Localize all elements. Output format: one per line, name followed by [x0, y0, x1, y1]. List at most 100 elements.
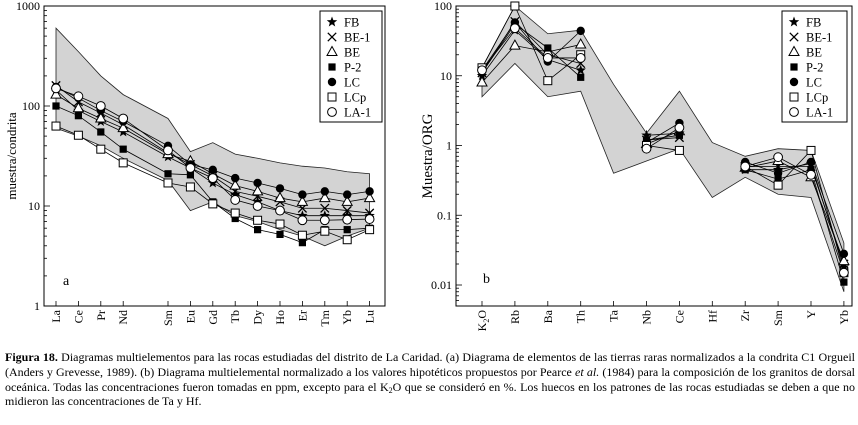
- data-point-la-1-la: [51, 83, 61, 94]
- series-line: [481, 20, 581, 74]
- data-point-lc-yb: [343, 190, 352, 199]
- x-tick-label-k2o: K2O: [475, 310, 491, 332]
- panel-label: b: [483, 272, 490, 287]
- plot-frame: [43, 5, 386, 307]
- data-point-lcp-tb: [230, 208, 240, 218]
- legend-label-lcp: LCp: [806, 91, 828, 105]
- x-tick-label-th: Th: [574, 310, 588, 323]
- data-point-fb-yb: [838, 261, 850, 272]
- y-tick-label: 100: [434, 0, 452, 13]
- legend-label-be: BE: [806, 46, 822, 60]
- data-point-fb-tb: [229, 189, 241, 200]
- series-line: [745, 160, 845, 262]
- data-point-p-2-nd: [119, 145, 127, 153]
- data-point-be-yb: [341, 195, 354, 206]
- data-point-lc-sm: [773, 169, 783, 178]
- data-point-la-1-k2o: [477, 65, 487, 76]
- x-tick-label-nb: Nb: [640, 310, 654, 325]
- data-point-p-2-sm: [164, 170, 172, 178]
- x-tick-label-hf: Hf: [705, 310, 719, 323]
- data-point-la-1-yb: [342, 214, 353, 225]
- chart-panel-b: 0.01 0.1 1 10 100 Muestra/ORG K2O Rb Ba Th Ta Nb Ce H…: [420, 0, 853, 332]
- x-tick-label-eu: Eu: [183, 310, 197, 323]
- data-point-lc-er: [298, 190, 307, 199]
- series-line: [745, 149, 845, 273]
- legend-marker-lc: [327, 77, 337, 87]
- legend-marker-lcp: [327, 92, 337, 102]
- data-point-lc-ho: [275, 184, 285, 193]
- data-point-be-pr: [94, 111, 107, 123]
- legend-label-fb: FB: [806, 16, 821, 30]
- data-point-la-1-gd: [207, 173, 218, 184]
- x-tick-label-gd: Gd: [206, 310, 220, 325]
- series-line: [745, 166, 845, 265]
- data-point-lcp-ho: [275, 219, 285, 229]
- data-point-lcp-eu: [185, 182, 195, 192]
- x-tick-label-y: Y: [804, 310, 818, 319]
- data-point-be-ce: [72, 101, 85, 113]
- markers-la-1: [51, 83, 375, 226]
- legend-label-fb: FB: [344, 16, 359, 30]
- data-point-be-dy: [251, 184, 264, 196]
- series-line: [646, 127, 680, 150]
- legend-label-be-1: BE-1: [344, 31, 370, 45]
- data-point-p-2-ho: [276, 230, 284, 238]
- y-tick-label: 10: [440, 69, 452, 83]
- caption-text-3: O que se consideró en %. Los huecos en l…: [5, 379, 855, 409]
- x-tick-label-pr: Pr: [94, 310, 108, 321]
- data-point-be-nd: [117, 121, 130, 133]
- data-point-lcp-tm: [320, 226, 330, 236]
- data-point-p-2-ce: [74, 112, 82, 120]
- series-la-1: [481, 27, 845, 273]
- data-point-lcp-rb: [510, 1, 520, 11]
- data-point-be-1-tm: [320, 203, 330, 213]
- data-point-lcp-sm: [773, 180, 783, 190]
- data-point-fb-th: [575, 64, 586, 75]
- series-line: [481, 23, 581, 78]
- legend-marker-fb: [326, 16, 338, 27]
- data-point-be-la: [50, 88, 62, 99]
- envelope-area: [481, 5, 845, 292]
- legend-marker-lcp: [789, 92, 799, 102]
- data-point-lcp-er: [297, 230, 307, 240]
- data-point-la-1-lu: [364, 214, 375, 224]
- data-point-la-1-y: [806, 169, 816, 180]
- data-point-p-2-la: [52, 102, 60, 110]
- data-point-p-2-y: [807, 166, 815, 174]
- x-tick-label-sm: Sm: [161, 309, 175, 326]
- series-line: [646, 145, 680, 151]
- data-point-lcp-nd: [118, 158, 128, 168]
- data-point-be-rb: [509, 39, 521, 50]
- legend-label-p-2: P-2: [344, 61, 361, 75]
- data-point-p-2-pr: [97, 128, 105, 136]
- series-line: [481, 44, 581, 83]
- data-point-be-ho: [274, 191, 286, 203]
- series-line: [481, 29, 581, 76]
- data-point-lc-dy: [253, 178, 262, 188]
- data-point-fb-tm: [319, 210, 331, 221]
- panel-label: a: [63, 274, 70, 289]
- data-point-be-k2o: [476, 75, 488, 87]
- data-point-la-1-ho: [275, 205, 285, 216]
- x-tick-label-ba: Ba: [541, 309, 555, 323]
- data-point-la-1-nd: [118, 113, 129, 124]
- data-point-lcp-la: [51, 121, 61, 131]
- y-tick-label: 1: [34, 299, 40, 313]
- data-point-p-2-tb: [231, 214, 239, 223]
- y-tick-label: 100: [22, 99, 40, 113]
- data-point-lcp-sm: [163, 178, 173, 188]
- data-point-la-1-ba: [542, 53, 553, 63]
- series-line: [481, 27, 581, 71]
- x-tick-label-yb: Yb: [837, 310, 851, 325]
- data-point-p-2-eu: [186, 171, 194, 179]
- x-tick-label-sm: Sm: [771, 309, 785, 326]
- series-be-1: [55, 85, 370, 214]
- caption-text-2: (1984) para la composición de los granit…: [5, 364, 855, 394]
- data-point-p-2-th: [577, 73, 585, 81]
- data-point-be-lu: [363, 191, 376, 203]
- caption-etal: et al.: [575, 364, 600, 379]
- data-point-la-1-ce: [73, 91, 84, 102]
- x-tick-label-lu: Lu: [363, 310, 377, 323]
- legend-marker-p-2: [790, 63, 798, 71]
